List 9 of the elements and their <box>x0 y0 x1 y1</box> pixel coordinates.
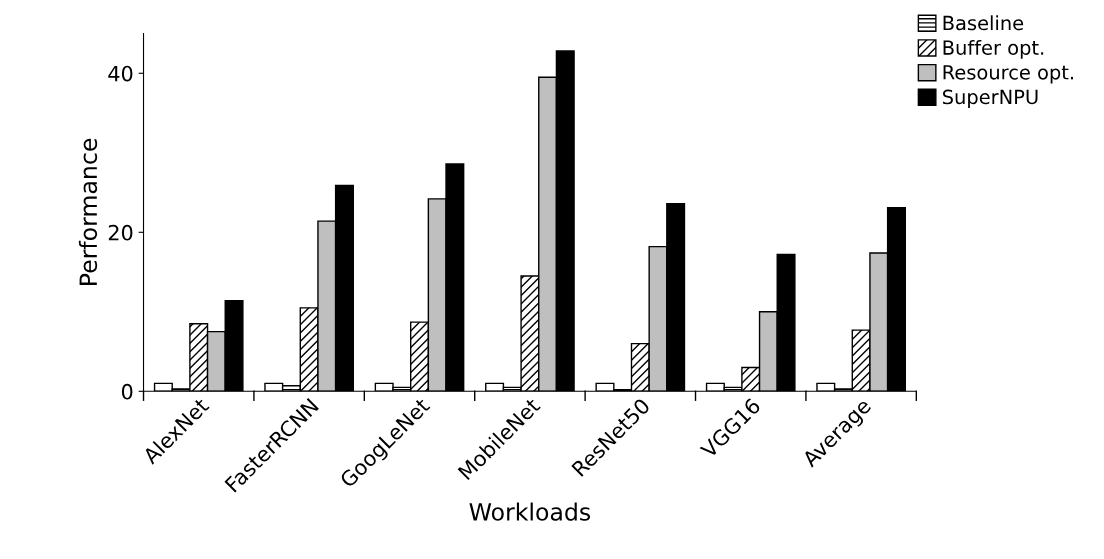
y-axis-title: Performance <box>78 138 98 285</box>
x-axis-title: Workloads <box>469 502 591 521</box>
legend-label: Resource opt. <box>943 65 1073 84</box>
legend-label: Buffer opt. <box>943 39 1044 59</box>
legend-label: SuperNPU <box>942 89 1038 109</box>
y-tick-label: 0 <box>121 383 133 400</box>
legend-label: Baseline <box>943 15 1024 31</box>
y-tick-label: 20 <box>108 224 133 241</box>
y-tick-label: 40 <box>108 65 133 82</box>
